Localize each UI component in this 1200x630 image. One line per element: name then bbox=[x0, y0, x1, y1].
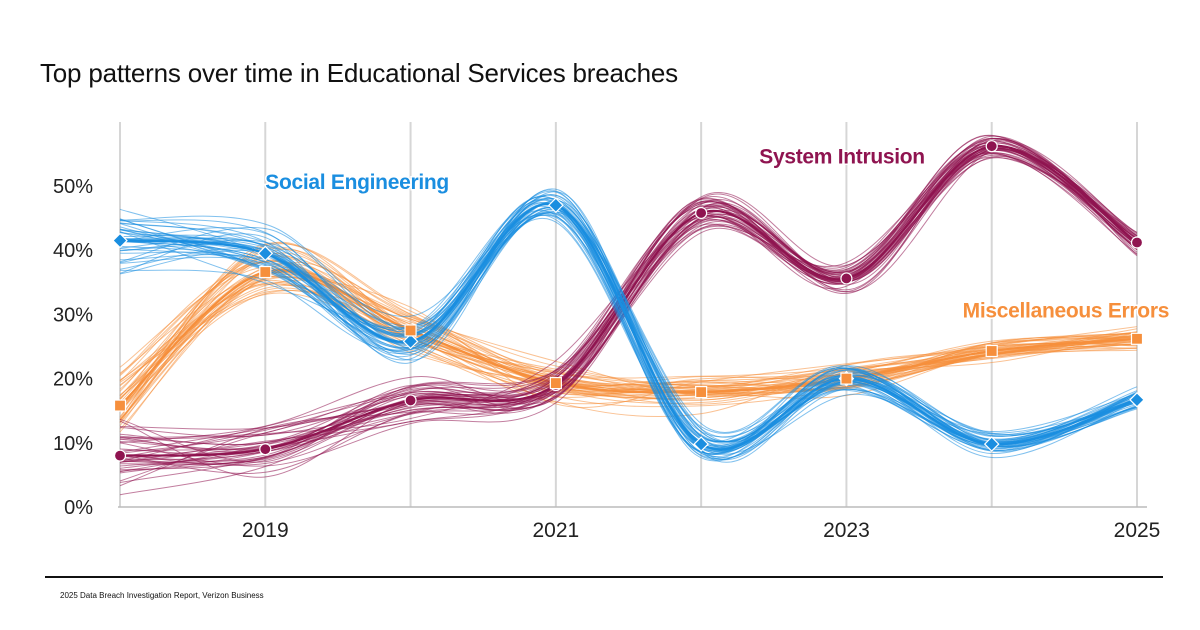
data-point bbox=[549, 376, 562, 390]
x-tick-label: 2021 bbox=[532, 519, 579, 542]
data-point bbox=[257, 245, 274, 262]
simulated-line bbox=[119, 217, 1138, 452]
series-label: System Intrusion bbox=[759, 146, 925, 169]
y-tick-label: 30% bbox=[53, 304, 93, 326]
x-tick-label: 2019 bbox=[242, 519, 289, 542]
data-point bbox=[695, 206, 708, 220]
data-point bbox=[985, 140, 998, 153]
series-label: Miscellaneous Errors bbox=[963, 300, 1169, 323]
data-point bbox=[113, 449, 127, 462]
data-point bbox=[840, 272, 853, 285]
data-point bbox=[548, 197, 564, 214]
x-tick-label: 2023 bbox=[823, 519, 870, 542]
data-point bbox=[404, 394, 417, 407]
series-system-intrusion bbox=[119, 134, 1138, 496]
simulated-line bbox=[119, 202, 1138, 453]
y-tick-label: 40% bbox=[53, 240, 93, 262]
series-line bbox=[119, 145, 1138, 457]
data-markers bbox=[112, 140, 1145, 462]
data-point bbox=[1130, 236, 1144, 249]
y-axis: 0% 10% 20% 30% 40% 50% bbox=[53, 176, 93, 519]
simulated-line bbox=[119, 152, 1138, 466]
data-point bbox=[985, 344, 998, 358]
data-point bbox=[113, 399, 127, 412]
uncertainty-bands bbox=[119, 134, 1138, 496]
data-point bbox=[1129, 391, 1145, 408]
y-tick-label: 20% bbox=[53, 369, 93, 391]
simulated-line bbox=[119, 137, 1138, 430]
simulated-line bbox=[119, 189, 1138, 459]
footer-divider bbox=[45, 576, 1163, 578]
data-point bbox=[402, 333, 419, 350]
series-labels: Social Engineering System Intrusion Miscel… bbox=[264, 144, 1171, 324]
data-point bbox=[983, 436, 1000, 452]
y-tick-label: 50% bbox=[53, 176, 93, 198]
data-point bbox=[695, 385, 708, 399]
data-point bbox=[259, 265, 272, 279]
simulated-line bbox=[119, 143, 1138, 454]
data-point bbox=[693, 436, 709, 452]
simulated-line bbox=[119, 141, 1138, 460]
chart-title: Top patterns over time in Educational Se… bbox=[40, 58, 678, 88]
data-point bbox=[259, 443, 272, 456]
series-label: Social Engineering bbox=[265, 171, 449, 194]
series-line bbox=[119, 202, 1138, 451]
simulated-line bbox=[119, 139, 1138, 446]
y-tick-label: 10% bbox=[53, 433, 93, 455]
simulated-line bbox=[119, 260, 1138, 387]
data-point bbox=[404, 324, 417, 337]
simulated-line bbox=[119, 199, 1138, 448]
simulated-line bbox=[119, 276, 1138, 411]
simulated-line bbox=[119, 211, 1138, 446]
series-social-engineering bbox=[119, 188, 1138, 463]
simulated-line bbox=[119, 142, 1138, 451]
data-point bbox=[840, 372, 853, 385]
source-note: 2025 Data Breach Investigation Report, V… bbox=[60, 591, 264, 600]
simulated-line bbox=[119, 202, 1138, 449]
simulated-line bbox=[119, 205, 1138, 452]
x-axis: 2019 2021 2023 2025 bbox=[242, 519, 1160, 542]
series-miscellaneous-errors bbox=[119, 241, 1138, 433]
data-point bbox=[1130, 332, 1144, 345]
simulated-line bbox=[119, 149, 1138, 464]
y-tick-label: 0% bbox=[64, 497, 93, 519]
simulated-line bbox=[119, 156, 1138, 467]
x-tick-label: 2025 bbox=[1114, 519, 1161, 542]
data-point bbox=[112, 232, 128, 249]
